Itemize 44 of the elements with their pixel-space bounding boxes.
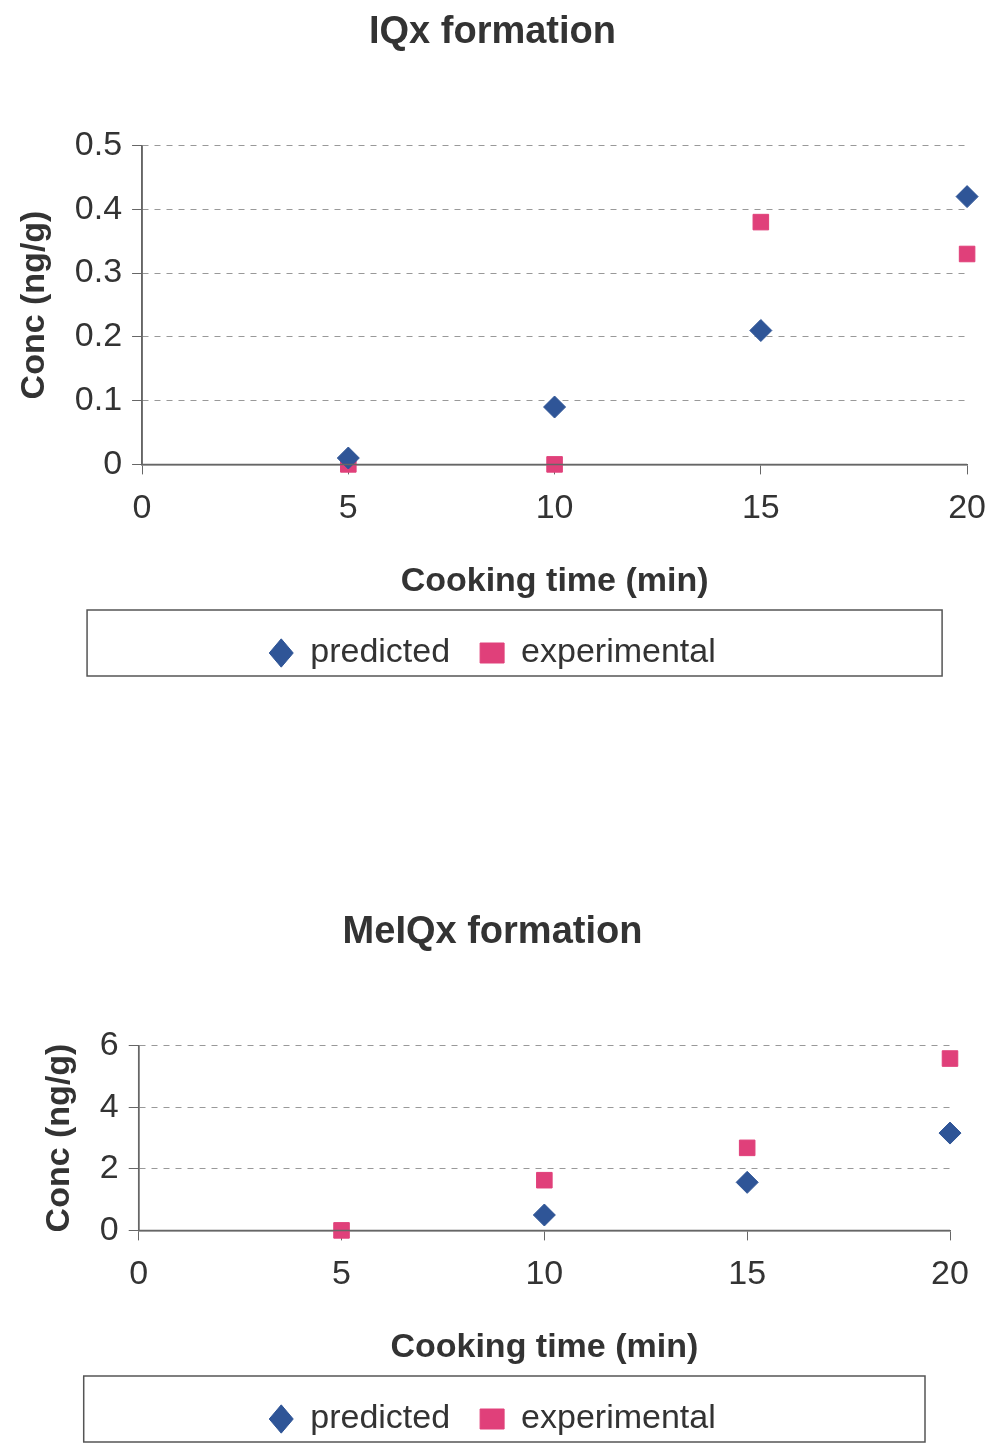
- x-tick-label: 10: [525, 1253, 564, 1292]
- y-tick-label: 0: [103, 442, 123, 481]
- point: [735, 1170, 759, 1194]
- x-tick-label: 0: [129, 1253, 149, 1292]
- point: [546, 456, 563, 473]
- point: [532, 1203, 556, 1227]
- y-axis-title: Conc (ng/g): [12, 210, 51, 400]
- point: [752, 213, 770, 231]
- y-tick-label: 0.2: [74, 315, 123, 354]
- x-tick-label: 5: [338, 487, 358, 526]
- y-tick-label: 2: [99, 1147, 119, 1186]
- x-tick-label: 10: [535, 487, 574, 526]
- legend-label: experimental: [521, 1397, 716, 1436]
- point: [333, 1222, 350, 1239]
- y-tick-label: 0.1: [74, 379, 123, 418]
- x-axis-title: Cooking time (min): [390, 1325, 699, 1364]
- x-tick-label: 15: [741, 487, 780, 526]
- point: [336, 446, 360, 470]
- x-tick-label: 20: [948, 487, 986, 526]
- y-tick-label: 6: [99, 1023, 119, 1062]
- point: [938, 1121, 962, 1145]
- y-axis-title: Conc (ng/g): [37, 1043, 76, 1233]
- legend-label: predicted: [310, 1397, 451, 1436]
- point: [749, 319, 773, 342]
- x-tick-label: 20: [931, 1253, 969, 1292]
- point: [941, 1050, 959, 1067]
- chart-title: MeIQx formation: [342, 909, 643, 952]
- x-tick-label: 5: [332, 1253, 351, 1292]
- y-tick-label: 0.5: [74, 123, 123, 162]
- y-tick-label: 4: [99, 1085, 119, 1124]
- legend-label: experimental: [521, 631, 716, 670]
- point: [543, 395, 567, 419]
- point: [958, 245, 976, 263]
- y-tick-label: 0: [99, 1208, 119, 1247]
- point: [738, 1139, 756, 1157]
- point: [536, 1171, 553, 1189]
- y-tick-label: 0.4: [74, 187, 123, 226]
- x-tick-label: 15: [728, 1253, 767, 1292]
- legend-label: predicted: [310, 631, 451, 670]
- point: [955, 185, 979, 209]
- chart-title: IQx formation: [368, 9, 617, 52]
- y-tick-label: 0.3: [74, 251, 123, 290]
- x-axis-title: Cooking time (min): [400, 559, 709, 598]
- x-tick-label: 0: [132, 487, 152, 526]
